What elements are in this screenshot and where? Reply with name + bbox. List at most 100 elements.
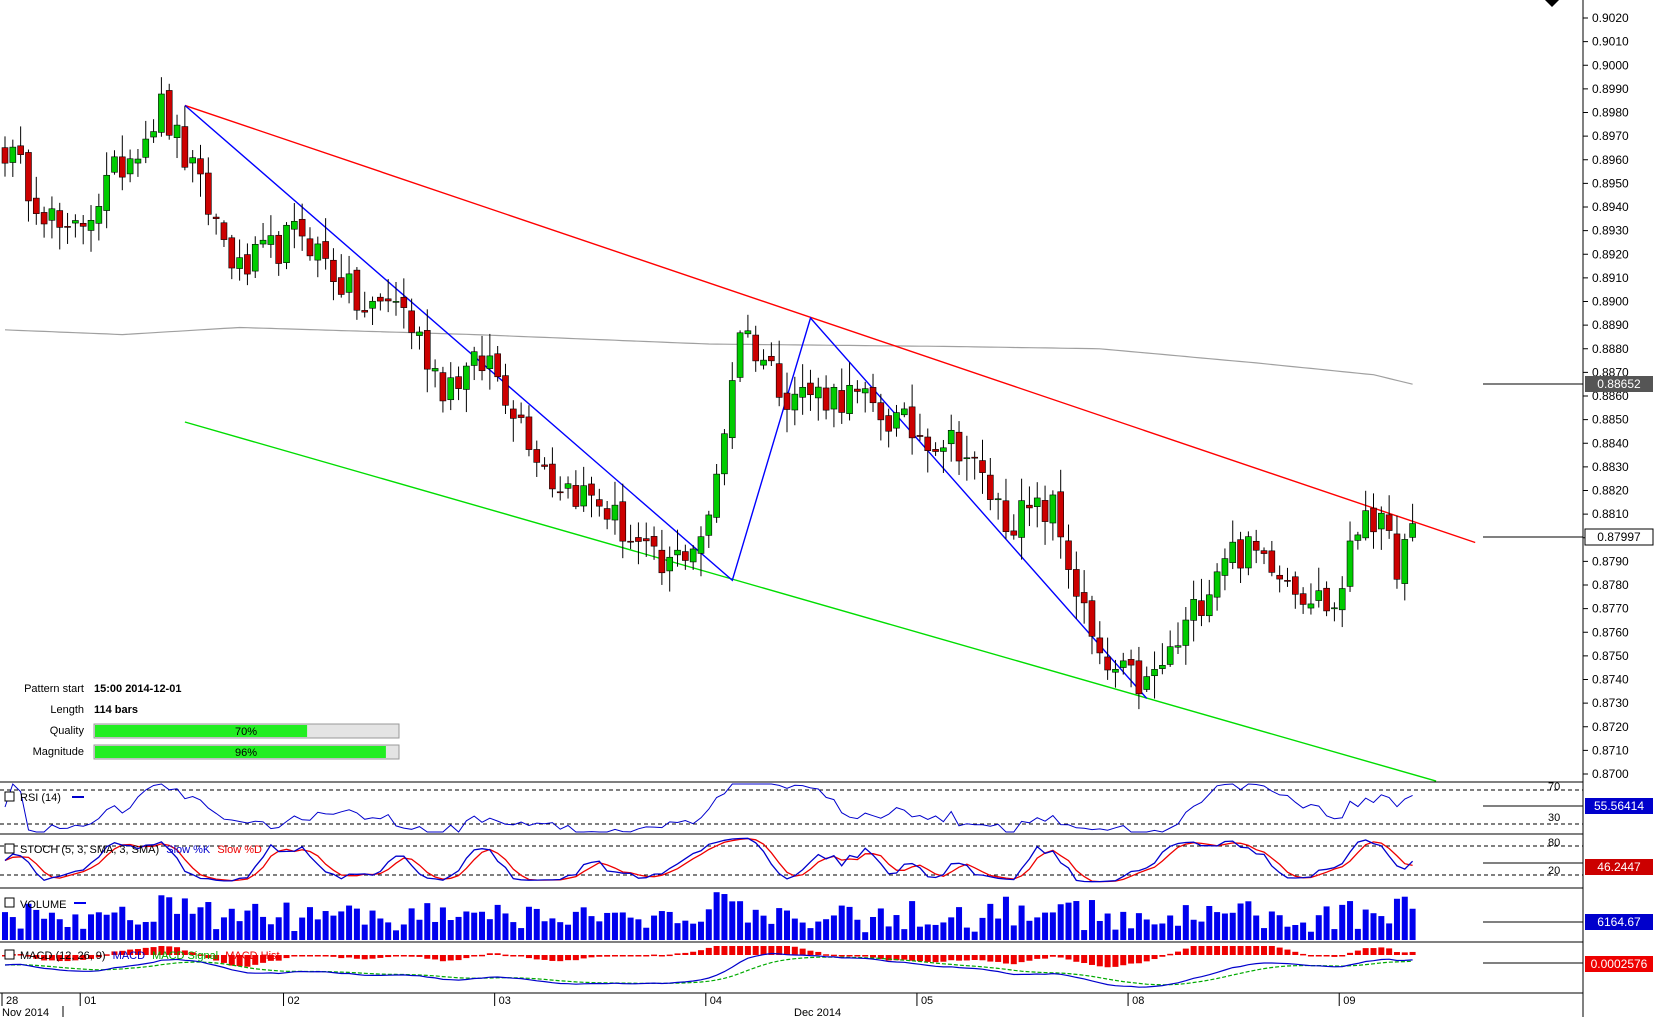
volume-bar (658, 911, 665, 940)
volume-bar (330, 915, 337, 940)
macd-hist-bar (244, 955, 251, 967)
rsi-toggle-icon[interactable] (4, 791, 15, 802)
candle-body (947, 429, 955, 445)
x-day-label: 28 (6, 995, 18, 1007)
volume-bar (611, 912, 618, 940)
volume-bar (518, 928, 525, 940)
volume-bar (338, 911, 345, 940)
macd-hist-bar (791, 946, 798, 955)
candle-body (212, 216, 220, 219)
macd-toggle-icon[interactable] (4, 949, 15, 960)
volume-bar (1347, 901, 1354, 940)
candle-body (1073, 569, 1080, 597)
candle-body (830, 387, 838, 410)
volume-bar (1190, 919, 1197, 940)
macd-hist-bar (916, 955, 923, 962)
macd-hist-bar (737, 946, 744, 955)
macd-hist-bar (1088, 955, 1095, 965)
candle-body (267, 235, 275, 245)
volume-bar (1073, 901, 1080, 940)
macd-hist-bar (408, 955, 415, 957)
y-tick-label: 0.8750 (1592, 649, 1629, 663)
volume-bar (1128, 928, 1135, 940)
candle-body (877, 402, 885, 421)
macd-hist-bar (1135, 955, 1142, 964)
volume-bar (1159, 923, 1166, 940)
volume-bar (877, 908, 884, 940)
volume-bar (228, 908, 235, 940)
y-tick-label: 0.8780 (1592, 578, 1629, 592)
volume-bar (1245, 901, 1252, 940)
chevron-down-icon[interactable] (1545, 0, 1559, 7)
macd-hist-bar (1409, 951, 1416, 955)
volume-bar (80, 928, 87, 940)
volume-bar (385, 922, 392, 940)
candle-body (259, 239, 267, 245)
stoch-title-k: Slow %K (166, 844, 211, 856)
volume-bar (635, 919, 642, 940)
volume-bar (721, 894, 728, 940)
candle-body (181, 126, 189, 168)
macd-hist-bar (1128, 955, 1135, 964)
candle-body (150, 131, 157, 138)
volume-bar (455, 916, 462, 940)
macd-hist-bar (213, 955, 220, 961)
volume-toggle-icon[interactable] (4, 897, 15, 908)
volume-bar (1315, 915, 1322, 940)
macd-hist-bar (393, 955, 399, 957)
macd-hist-bar (682, 952, 689, 955)
volume-bar (1081, 930, 1088, 940)
macd-hist-bar (447, 955, 454, 961)
candle-body (783, 392, 791, 410)
volume-bar (17, 928, 24, 940)
macd-hist-bar (283, 955, 290, 959)
candle-body (650, 536, 658, 547)
candle-body (525, 416, 533, 450)
macd-hist-bar (463, 955, 470, 959)
candle-body (478, 355, 486, 372)
candle-body (1127, 659, 1135, 666)
candle-body (103, 174, 110, 211)
volume-bar (760, 915, 767, 940)
macd-hist-bar (479, 954, 486, 957)
volume-bar (1370, 913, 1377, 940)
volume-bar (1018, 905, 1025, 940)
candle-body (674, 549, 681, 556)
volume-bar (181, 898, 188, 940)
candle-body (314, 243, 322, 261)
candle-body (1315, 590, 1323, 601)
macd-hist-bar (956, 955, 963, 961)
ma-price-text: 0.88652 (1597, 377, 1641, 391)
candle-body (697, 536, 705, 554)
macd-title-macd: MACD (113, 950, 145, 962)
candle-body (1166, 646, 1174, 665)
candle-body (924, 436, 932, 452)
candle-body (1159, 665, 1166, 669)
candle-body (1065, 540, 1072, 570)
volume-bar (119, 906, 126, 940)
y-tick-label: 0.8960 (1592, 153, 1629, 167)
macd-hist-bar (252, 955, 259, 965)
candle-body (603, 508, 611, 520)
candle-body (189, 157, 196, 164)
candle-body (791, 393, 799, 411)
volume-bar (1088, 900, 1095, 940)
macd-hist-bar (674, 953, 681, 955)
volume-bar (291, 931, 298, 940)
macd-hist-bar (314, 955, 321, 957)
rsi-level-70-label: 70 (1548, 781, 1560, 793)
stoch-toggle-icon[interactable] (4, 843, 15, 854)
volume-bar (1034, 917, 1041, 940)
candle-body (682, 551, 689, 561)
candle-body (705, 514, 713, 536)
stoch-value-badge (1585, 859, 1653, 875)
volume-bar (1065, 902, 1072, 940)
macd-hist-bar (41, 955, 48, 961)
candle-body (1393, 533, 1401, 580)
y-tick-label: 0.8980 (1592, 106, 1629, 120)
macd-hist-bar (1253, 946, 1260, 955)
macd-hist-bar (1268, 946, 1275, 955)
macd-hist-bar (1120, 955, 1127, 966)
volume-bar (1151, 924, 1158, 940)
candle-body (56, 210, 64, 228)
